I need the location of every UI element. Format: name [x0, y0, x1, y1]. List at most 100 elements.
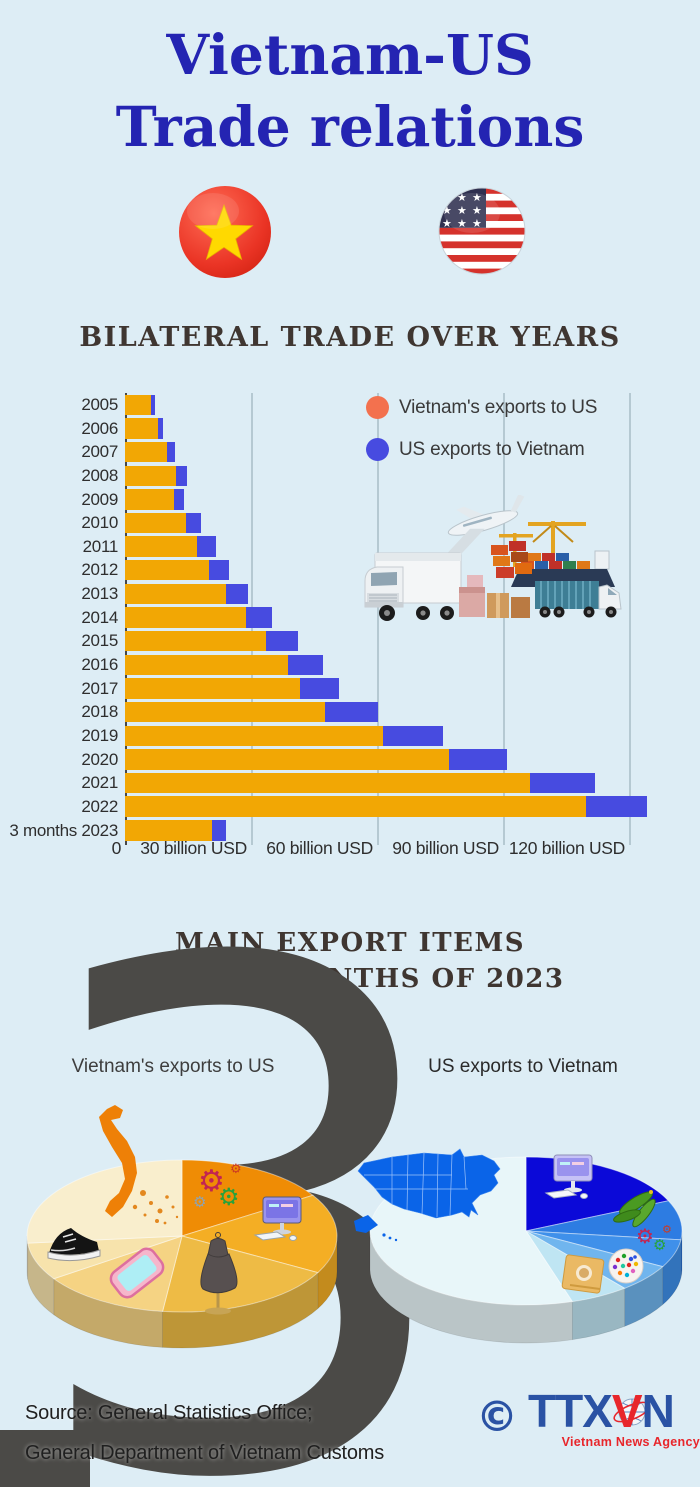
bar-row: 2009	[0, 488, 700, 512]
sneaker-icon	[47, 1228, 101, 1262]
bar-segment	[158, 418, 164, 439]
svg-text:⚙: ⚙	[230, 1162, 242, 1177]
star-icon: ★	[442, 217, 452, 230]
candy-ball-icon	[608, 1248, 644, 1284]
bar-row: 2007	[0, 440, 700, 464]
right-pie-title: US exports to Vietnam	[428, 1056, 618, 1077]
bar-segment	[175, 465, 187, 486]
bar-segment	[125, 394, 151, 415]
gridline	[503, 393, 505, 845]
bar-segment	[225, 583, 248, 605]
legend-dot-icon	[366, 438, 389, 461]
year-label: 2021	[81, 773, 118, 793]
star-icon: ★	[472, 204, 482, 217]
star-icon: ★	[457, 191, 467, 204]
year-label: 2010	[81, 513, 118, 533]
vietnam-map-icon	[99, 1105, 179, 1225]
bar-row: 2018	[0, 700, 700, 724]
pie-wall-segment	[162, 1271, 319, 1349]
bar-row: 2008	[0, 464, 700, 488]
year-label: 2009	[81, 489, 118, 509]
airplane-icon	[446, 495, 525, 555]
computer-icon	[253, 1196, 302, 1241]
gridline	[629, 393, 631, 845]
pie-slice-other	[26, 1159, 183, 1244]
bar-segment	[150, 394, 155, 415]
bar-segment	[125, 536, 197, 557]
bar-segment	[125, 820, 212, 841]
bar-segment	[299, 678, 339, 699]
globe-icon	[613, 1398, 651, 1426]
decor-block	[0, 1430, 90, 1487]
svg-text:⚙: ⚙	[193, 1193, 206, 1211]
pie-slice-garments-textiles	[161, 1235, 319, 1313]
star-icon: ★	[472, 217, 482, 230]
year-label: 2017	[81, 678, 118, 698]
us-exports-pie: ⚙ ⚙ ⚙	[354, 1148, 683, 1344]
year-label: 2019	[81, 725, 118, 745]
bar-chart: 2005 2006 2007 2008 2009 2010 2011 2012 2013 2014…	[0, 393, 700, 842]
svg-text:⚙: ⚙	[218, 1183, 240, 1211]
bar-segment	[245, 607, 273, 628]
containers-icon	[491, 541, 532, 578]
year-label: 2012	[81, 560, 118, 580]
bar-segment	[586, 796, 648, 817]
bar-segment	[125, 772, 531, 794]
year-label: 2006	[81, 418, 118, 438]
bar-row: 2012	[0, 558, 700, 582]
ttxvn-logo: TTXVN Vietnam News Agency	[528, 1388, 700, 1452]
star-icon: ★	[442, 204, 452, 217]
bar-segment	[185, 512, 202, 534]
x-tick-label: 90 billion USD	[392, 838, 499, 858]
bar-segment	[173, 489, 184, 510]
svg-text:⚙: ⚙	[662, 1223, 672, 1236]
star-icon: ★	[457, 204, 467, 217]
container-truck-icon	[535, 581, 622, 618]
year-label: 2014	[81, 607, 118, 627]
gears-icon: ⚙ ⚙ ⚙ ⚙	[193, 1162, 242, 1211]
bar-segment	[125, 583, 226, 605]
bar-segment	[125, 701, 326, 723]
x-tick-label: 30 billion USD	[140, 838, 247, 858]
year-label: 2008	[81, 465, 118, 485]
bar-segment	[125, 607, 246, 628]
x-tick-label: 60 billion USD	[266, 838, 373, 858]
bar-segment	[196, 536, 216, 557]
bar-segment	[448, 749, 507, 770]
legend-dot-icon	[366, 396, 389, 419]
bar-segment	[125, 512, 186, 534]
bar-row: 2014	[0, 606, 700, 630]
bar-row: 2020	[0, 748, 700, 772]
pie-slice-machinery-equipment	[181, 1159, 314, 1237]
svg-text:⚙: ⚙	[198, 1164, 225, 1199]
year-label: 2005	[81, 395, 118, 414]
year-label: 2022	[81, 796, 118, 816]
x-tick-label: 120 billion USD	[508, 838, 625, 858]
bar-segment	[325, 701, 378, 723]
pie-side-wall	[369, 1230, 683, 1344]
bar-segment	[167, 441, 175, 463]
boxes-icon	[459, 575, 530, 618]
year-label: 2011	[82, 536, 119, 556]
bar-segment	[266, 631, 298, 652]
bar-segment	[530, 772, 595, 794]
x-tick-label: 0	[111, 838, 122, 858]
bar-row: 2005	[0, 393, 700, 417]
feed-bag-icon	[561, 1254, 605, 1294]
year-label: 2013	[81, 584, 118, 604]
pie-wall-segment	[662, 1239, 682, 1306]
left-pie-title: Vietnam's exports to US	[71, 1056, 275, 1077]
pie-slice-machinery-equipment	[525, 1230, 682, 1268]
section1-heading: BILATERAL TRADE OVER YEARS	[79, 322, 621, 353]
bar-segment	[211, 820, 226, 841]
legend-label: US exports to Vietnam	[399, 438, 585, 460]
pie-side-wall	[26, 1235, 338, 1349]
vietnam-exports-pie: ⚙ ⚙ ⚙ ⚙	[26, 1105, 338, 1349]
logo-tagline: Vietnam News Agency	[561, 1435, 700, 1449]
logo-n: N	[641, 1385, 675, 1437]
bar-row: 2019	[0, 724, 700, 748]
bar-row: 2021	[0, 771, 700, 795]
dress-icon	[200, 1232, 238, 1315]
gridline	[377, 393, 379, 845]
